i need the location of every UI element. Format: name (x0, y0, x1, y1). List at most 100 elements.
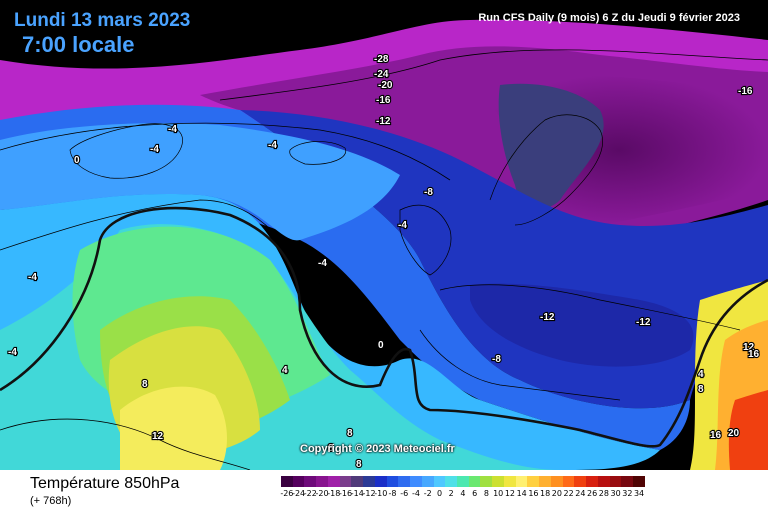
coastline-europe (399, 204, 741, 401)
legend-tick-label: -12 (362, 489, 376, 498)
legend-swatch (445, 476, 458, 487)
iso-label: -28 (374, 54, 389, 65)
iso-label: 12 (743, 342, 755, 353)
isotherm-labels: -28 -24 -20 -16 -12 -16 -4 -4 0 -4 -8 -4… (7, 53, 761, 470)
legend-tick-label: 32 (622, 489, 633, 498)
legend-swatch (539, 476, 551, 487)
legend-tick-label: 2 (448, 489, 454, 498)
forecast-time: 7:00 locale (22, 32, 135, 57)
legend-swatch (433, 476, 446, 487)
legend-tick-label: -18 (327, 489, 341, 498)
iso-label: 8 (698, 384, 704, 395)
iso-label: -16 (738, 86, 753, 97)
legend-swatch (562, 476, 575, 487)
legend-tick-label: 26 (587, 489, 598, 498)
legend-tick-label: 12 (504, 489, 516, 498)
legend-tick-label: 14 (516, 489, 527, 498)
legend-tick-label: -6 (400, 489, 409, 498)
legend-swatch (633, 476, 645, 487)
legend-swatch (410, 476, 422, 487)
legend-swatch (468, 476, 481, 487)
iso-label: 0 (74, 155, 80, 166)
iso-label: -8 (424, 187, 433, 198)
legend-swatch (363, 476, 375, 487)
legend-tick-label: -26 (280, 489, 294, 498)
legend-swatch (281, 476, 293, 487)
iso-label: 8 (142, 379, 148, 390)
legend-swatch (304, 476, 317, 487)
isotherm-band-minus4 (0, 123, 400, 241)
iso-label: -24 (374, 69, 389, 80)
legend-color-bar (281, 476, 645, 487)
legend-tick-label: 4 (460, 489, 466, 498)
legend-swatch (457, 476, 469, 487)
legend-tick-label: 28 (598, 489, 609, 498)
iso-label: 8 (356, 459, 362, 470)
iso-label: 0 (378, 340, 384, 351)
legend-swatch (609, 476, 622, 487)
legend-tick-label: 22 (563, 489, 574, 498)
iso-label: -4 (268, 140, 277, 151)
variable-title: Température 850hPa (30, 475, 180, 492)
legend-tick-label: 18 (540, 489, 551, 498)
coastline-iceland (289, 141, 347, 165)
iso-label: -4 (28, 272, 37, 283)
iso-label: 4 (282, 365, 288, 376)
isotherm-thin-3 (219, 49, 768, 101)
iso-label: -4 (150, 144, 159, 155)
legend-swatch (515, 476, 528, 487)
iso-label: 16 (748, 349, 760, 360)
iso-label: 8 (347, 428, 353, 439)
legend-swatch (327, 476, 340, 487)
legend-tick-labels: -26 -24 -22 -20 -18 -16 -14 -12 -10 -8 -6 -4 -2 0 2 4 6 8… (280, 489, 645, 501)
iso-label: -4 (168, 124, 177, 135)
legend-swatch (480, 476, 493, 487)
legend-tick-label: 20 (551, 489, 562, 498)
legend-swatch (351, 476, 364, 487)
iso-label: -8 (492, 354, 501, 365)
legend-swatch (586, 476, 598, 487)
legend-swatch (527, 476, 540, 487)
legend-tick-label: 34 (633, 489, 645, 498)
legend-tick-label: 16 (528, 489, 539, 498)
iso-label: -4 (318, 258, 327, 269)
legend-tick-label: 24 (575, 489, 586, 498)
color-legend: -26 -24 -22 -20 -18 -16 -14 -12 -10 -8 -6 -4 -2 0 2 4 6 8… (280, 476, 645, 501)
iso-label: 12 (152, 431, 164, 442)
iso-label: 4 (698, 369, 704, 380)
iso-label: -12 (636, 317, 651, 328)
isotherm-band-20 (728, 390, 768, 470)
legend-tick-label: 0 (436, 489, 443, 498)
iso-label: -12 (540, 312, 555, 323)
legend-swatch (339, 476, 352, 487)
legend-swatch (621, 476, 634, 487)
legend-swatch (374, 476, 387, 487)
legend-tick-label: -4 (412, 489, 420, 498)
legend-tick-label: -22 (303, 489, 317, 498)
temperature-map: -28 -24 -20 -16 -12 -16 -4 -4 0 -4 -8 -4… (0, 19, 768, 470)
coastline-scandinavia (489, 114, 603, 226)
iso-label: 16 (710, 430, 722, 441)
iso-label: -12 (376, 116, 391, 127)
map-canvas: -28 -24 -20 -16 -12 -16 -4 -4 0 -4 -8 -4… (0, 19, 768, 470)
legend-tick-label: 30 (610, 489, 621, 498)
legend-tick-label: -24 (292, 489, 306, 498)
forecast-date: Lundi 13 mars 2023 (14, 10, 191, 31)
legend-swatch (398, 476, 411, 487)
legend-tick-label: -10 (374, 489, 388, 498)
legend-swatch (550, 476, 563, 487)
iso-label: -20 (378, 80, 393, 91)
legend-tick-label: -14 (350, 489, 364, 498)
legend-swatch (316, 476, 328, 487)
isotherm-thin-1 (0, 199, 321, 291)
legend-swatch (292, 476, 305, 487)
legend-tick-label: 6 (472, 489, 478, 498)
map-footer: Température 850hPa (+ 768h) -26 -24 -22 -20… (0, 470, 768, 512)
legend-swatch (421, 476, 434, 487)
isotherm-band-minus16 (498, 83, 604, 209)
legend-tick-label: 8 (483, 489, 489, 498)
isotherm-zero-line (0, 206, 768, 448)
iso-label: 20 (728, 428, 740, 439)
legend-tick-label: 10 (493, 489, 504, 498)
model-run-info: Run CFS Daily (9 mois) 6 Z du Jeudi 9 fé… (478, 12, 740, 24)
